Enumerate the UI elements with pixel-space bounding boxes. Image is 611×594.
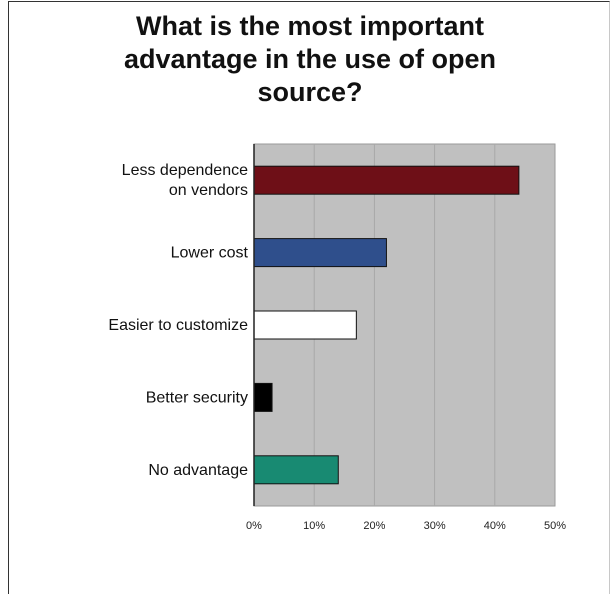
x-tick-label: 40%	[484, 520, 506, 532]
category-label: No advantage	[148, 462, 248, 479]
category-label: Easier to customize	[108, 317, 248, 334]
category-label: on vendors	[169, 182, 248, 199]
bar	[253, 310, 357, 340]
category-label: Lower cost	[171, 245, 249, 262]
bar	[253, 238, 387, 268]
chart-title: What is the most important advantage in …	[123, 11, 497, 107]
x-tick-label: 20%	[363, 520, 385, 532]
x-tick-label: 10%	[303, 520, 325, 532]
category-label: Less dependence	[122, 162, 248, 179]
x-tick-label: 30%	[424, 520, 446, 532]
x-tick-label: 50%	[544, 520, 566, 532]
bar	[253, 455, 339, 485]
x-tick-label: 0%	[246, 520, 262, 532]
category-label: Better security	[146, 389, 248, 406]
bar	[253, 165, 520, 195]
bar	[253, 382, 273, 412]
